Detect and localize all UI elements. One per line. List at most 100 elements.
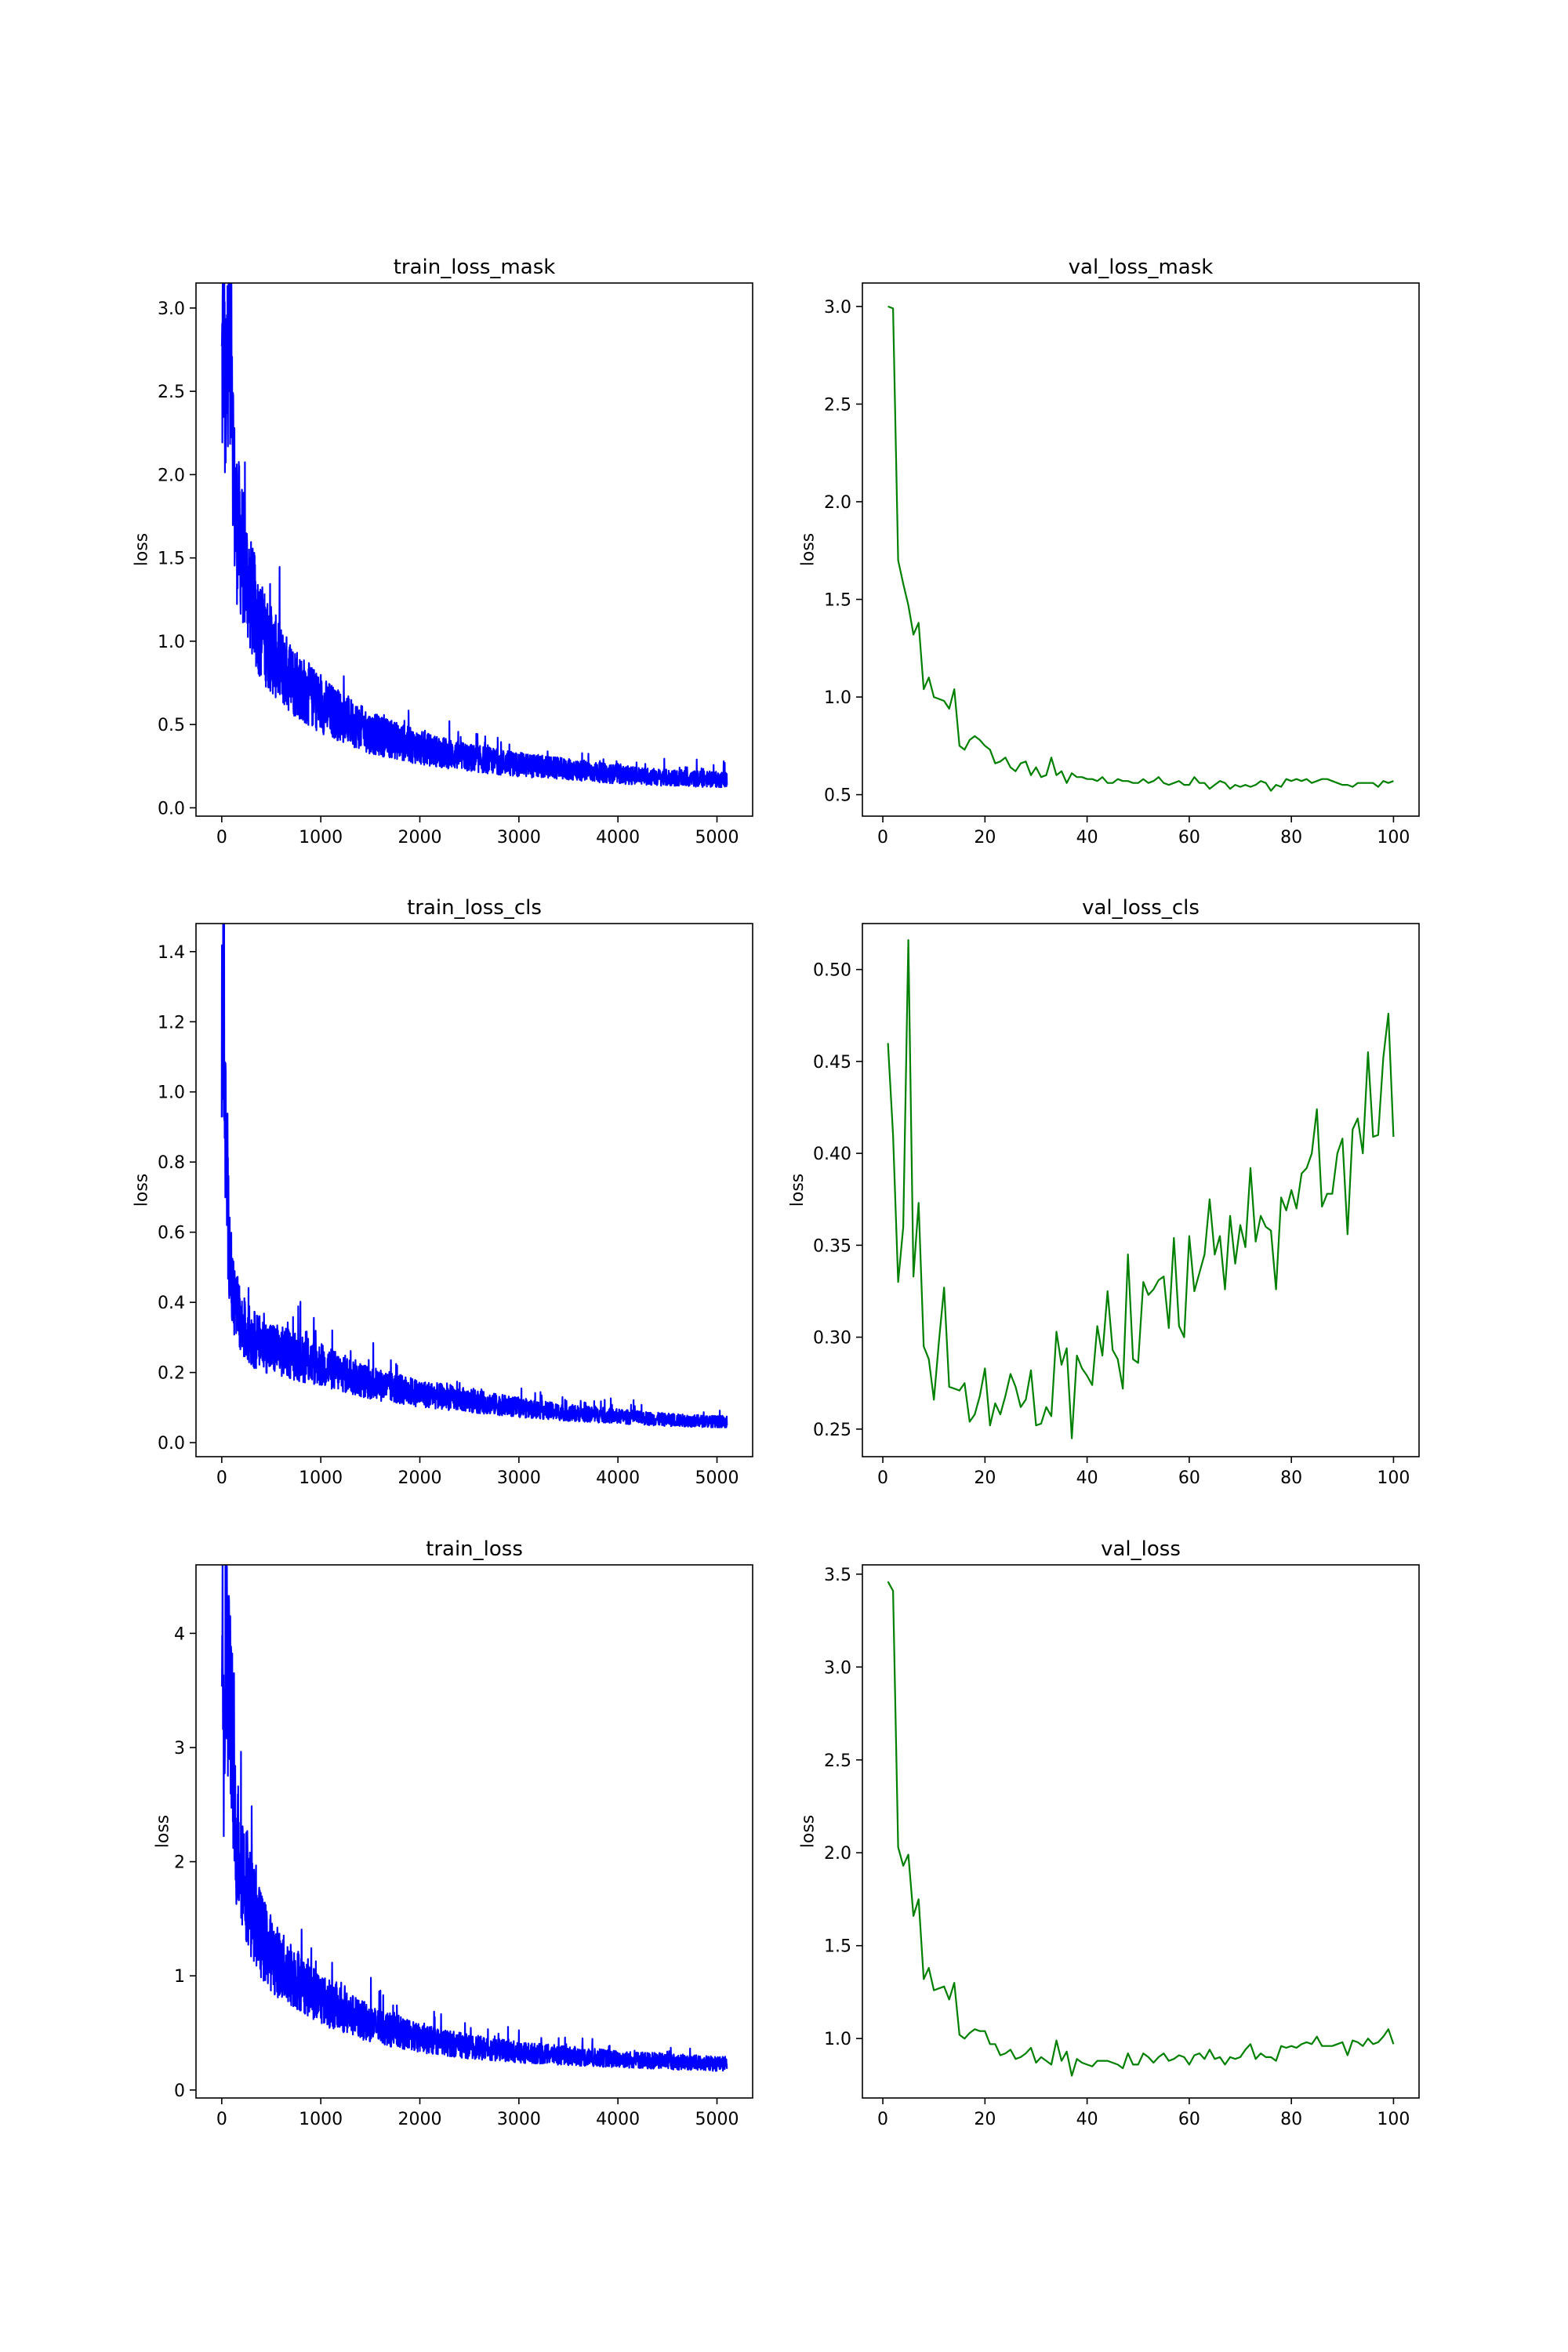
chart-panel-val-loss-cls: 0 20 40 60 80 100 0.25 0.30 0.35 0.40 0.45 0.50 val_… (788, 896, 1420, 1488)
y-tick-label: 0.45 (813, 1053, 851, 1073)
plot-frame (862, 923, 1420, 1457)
x-tick-label: 2000 (398, 2110, 442, 2129)
plot-frame (862, 1564, 1420, 2099)
x-tick-label: 2000 (398, 828, 442, 848)
y-tick-label: 1.0 (158, 1083, 185, 1103)
x-tick-label: 60 (1178, 1468, 1200, 1488)
x-tick-label: 80 (1280, 828, 1302, 848)
y-axis-label: loss (799, 533, 818, 567)
x-tick-label: 100 (1377, 2110, 1410, 2129)
y-tick-label: 0.4 (158, 1294, 185, 1313)
y-tick-label: 2.0 (824, 493, 851, 513)
x-tick-label: 0 (216, 1468, 227, 1488)
x-tick-label: 0 (216, 2110, 227, 2129)
y-axis-label: loss (132, 1174, 152, 1207)
y-tick-label: 3.0 (824, 1658, 851, 1678)
y-tick-label: 0.0 (158, 799, 185, 818)
y-tick-label: 0.0 (158, 1434, 185, 1454)
chart-title: val_loss_cls (1082, 896, 1200, 920)
x-tick-label: 1000 (299, 2110, 343, 2129)
y-tick-label: 4 (174, 1624, 185, 1644)
y-axis-label: loss (154, 1815, 173, 1849)
plot-frame (195, 282, 753, 817)
x-tick-label: 40 (1076, 1468, 1098, 1488)
x-tick-label: 5000 (695, 1468, 739, 1488)
x-tick-label: 40 (1076, 2110, 1098, 2129)
x-tick-label: 20 (974, 2110, 996, 2129)
y-tick-label: 2.5 (824, 1751, 851, 1771)
x-tick-label: 2000 (398, 1468, 442, 1488)
series-line-0 (220, 924, 728, 1428)
y-tick-label: 0.6 (158, 1224, 185, 1243)
y-tick-label: 1.5 (824, 591, 851, 611)
chart-title: train_loss_cls (407, 896, 542, 920)
chart-title: train_loss (426, 1537, 523, 1561)
x-tick-label: 1000 (299, 828, 343, 848)
x-tick-label: 20 (974, 1468, 996, 1488)
x-tick-label: 0 (877, 2110, 888, 2129)
x-tick-label: 40 (1076, 828, 1098, 848)
x-tick-label: 100 (1377, 1468, 1410, 1488)
y-tick-label: 1.2 (158, 1013, 185, 1033)
x-tick-label: 0 (877, 828, 888, 848)
y-tick-label: 3.5 (824, 1566, 851, 1585)
y-tick-label: 0.8 (158, 1153, 185, 1173)
x-tick-label: 5000 (695, 828, 739, 848)
x-tick-label: 80 (1280, 2110, 1302, 2129)
chart-title: val_loss (1101, 1537, 1181, 1561)
y-tick-label: 2.0 (824, 1844, 851, 1864)
y-axis-label: loss (788, 1174, 808, 1207)
x-tick-label: 0 (877, 1468, 888, 1488)
x-tick-label: 100 (1377, 828, 1410, 848)
x-tick-label: 20 (974, 828, 996, 848)
y-tick-label: 1.0 (158, 633, 185, 652)
plot-frame (195, 1564, 753, 2099)
y-tick-label: 0.40 (813, 1145, 851, 1164)
y-tick-label: 0.2 (158, 1364, 185, 1384)
y-tick-label: 0.5 (158, 716, 185, 735)
chart-title: val_loss_mask (1069, 256, 1214, 279)
x-tick-label: 3000 (497, 1468, 541, 1488)
x-tick-label: 60 (1178, 2110, 1200, 2129)
y-tick-label: 2 (174, 1853, 185, 1873)
y-tick-label: 2.0 (158, 466, 185, 485)
y-tick-label: 0.30 (813, 1329, 851, 1348)
y-tick-label: 3.0 (158, 299, 185, 319)
y-tick-label: 1 (174, 1967, 185, 1987)
y-tick-label: 0.25 (813, 1421, 851, 1440)
chart-panel-val-loss-mask: 0 20 40 60 80 100 0.5 1.0 1.5 2.0 2.5 3.0 val_loss_m… (799, 256, 1420, 848)
y-tick-label: 0 (174, 2082, 185, 2101)
y-tick-label: 0.5 (824, 786, 851, 806)
y-tick-label: 1.4 (158, 943, 185, 963)
y-tick-label: 1.0 (824, 688, 851, 708)
x-tick-label: 4000 (596, 2110, 640, 2129)
x-tick-label: 0 (216, 828, 227, 848)
y-tick-label: 1.5 (158, 550, 185, 569)
y-tick-label: 1.5 (824, 1937, 851, 1957)
y-tick-label: 2.5 (158, 383, 185, 402)
series-line-0 (887, 938, 1395, 1439)
y-tick-label: 2.5 (824, 395, 851, 415)
x-tick-label: 4000 (596, 1468, 640, 1488)
series-line-0 (220, 1565, 728, 2072)
y-tick-label: 1.0 (824, 2030, 851, 2049)
x-tick-label: 60 (1178, 828, 1200, 848)
series-line-0 (220, 283, 728, 789)
y-axis-label: loss (799, 1815, 818, 1849)
chart-panel-train-loss-mask: 0 1000 2000 3000 4000 5000 0.0 0.5 1.0 1.5 2.0 2.5 3… (132, 256, 753, 848)
plot-frame (862, 282, 1420, 817)
x-tick-label: 80 (1280, 1468, 1302, 1488)
x-tick-label: 5000 (695, 2110, 739, 2129)
x-tick-label: 1000 (299, 1468, 343, 1488)
series-line-0 (887, 305, 1394, 792)
chart-title: train_loss_mask (394, 256, 556, 279)
chart-panel-val-loss: 0 20 40 60 80 100 1.0 1.5 2.0 2.5 3.0 3.5 val_losslo… (799, 1537, 1420, 2129)
series-line-0 (887, 1581, 1395, 2077)
y-tick-label: 3.0 (824, 298, 851, 318)
x-tick-label: 3000 (497, 828, 541, 848)
x-tick-label: 4000 (596, 828, 640, 848)
x-tick-label: 3000 (497, 2110, 541, 2129)
y-axis-label: loss (132, 533, 152, 567)
